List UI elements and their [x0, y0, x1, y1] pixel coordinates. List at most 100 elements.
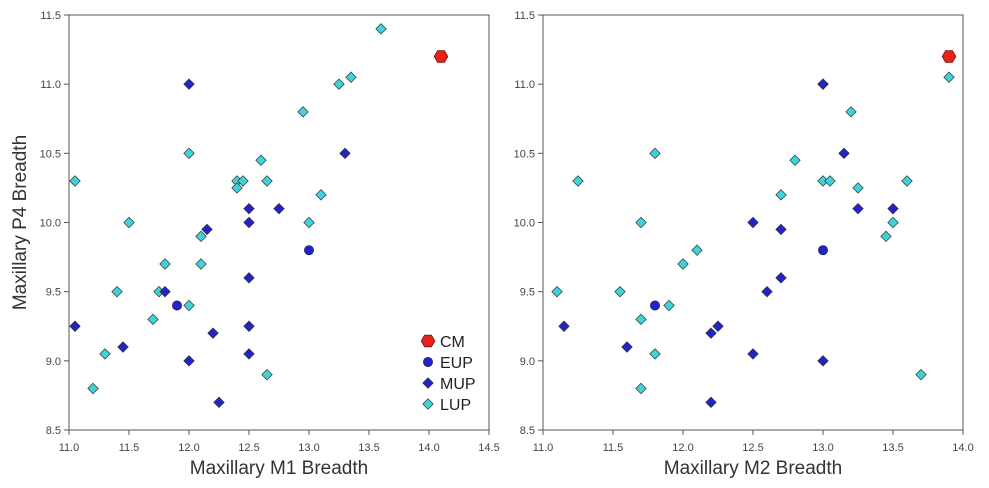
x-axis-title: Maxillary M1 Breadth — [190, 458, 368, 479]
legend-marker-lup — [422, 398, 434, 410]
data-point-eup — [818, 245, 828, 256]
data-point-lup — [635, 216, 647, 229]
data-point-mup — [243, 202, 255, 215]
data-point-lup — [183, 299, 195, 312]
y-tick-label: 11.5 — [40, 10, 61, 22]
data-point-lup — [852, 182, 864, 194]
data-point-lup — [111, 285, 123, 298]
x-tick-label: 13.5 — [882, 442, 903, 454]
series-eup — [650, 245, 828, 311]
data-point-mup — [183, 355, 195, 367]
data-point-mup — [761, 285, 773, 298]
data-point-lup — [880, 230, 892, 243]
y-tick-label: 10.5 — [40, 148, 61, 160]
y-tick-label: 9.0 — [520, 356, 535, 368]
y-tick-label: 11.5 — [514, 10, 535, 22]
data-point-lup — [887, 216, 899, 229]
data-point-mup — [817, 355, 829, 367]
data-point-mup — [159, 285, 171, 298]
x-tick-label: 14.0 — [418, 442, 439, 454]
data-point-mup — [243, 348, 255, 360]
data-point-mup — [838, 147, 850, 160]
data-point-mup — [558, 320, 570, 332]
legend-label-mup: MUP — [440, 376, 476, 393]
legend-label-eup: EUP — [440, 355, 473, 372]
x-tick-label: 13.0 — [812, 442, 833, 454]
data-point-lup — [231, 182, 243, 194]
chart-panel-m2: 11.0 11.5 12.0 12.5 13.0 13.5 14.0 8.5 9.0 9.5 10.… — [514, 10, 974, 479]
y-tick-label: 9.0 — [46, 356, 61, 368]
data-point-lup — [824, 175, 836, 187]
data-point-lup — [943, 71, 955, 83]
legend-marker-cm — [420, 334, 436, 348]
data-point-lup — [845, 106, 857, 118]
legend-marker-eup — [423, 357, 433, 367]
data-point-lup — [297, 106, 309, 118]
y-tick-label: 11.0 — [514, 79, 535, 91]
data-point-lup — [345, 71, 357, 83]
data-point-lup — [147, 313, 159, 326]
data-point-mup — [747, 348, 759, 360]
data-point-lup — [614, 285, 626, 298]
y-axis-title: Maxillary P4 Breadth — [10, 135, 31, 310]
data-point-mup — [747, 216, 759, 229]
data-point-lup — [635, 313, 647, 326]
data-point-cm — [433, 50, 449, 63]
y-tick-label: 9.5 — [46, 287, 61, 299]
data-point-mup — [69, 320, 81, 332]
data-point-mup — [621, 341, 633, 353]
data-point-lup — [691, 244, 703, 256]
data-point-cm — [941, 50, 957, 63]
data-point-mup — [705, 396, 717, 409]
legend-marker-mup — [422, 377, 434, 389]
series-eup — [172, 245, 314, 311]
y-tick-label: 9.5 — [520, 287, 535, 299]
legend-label-cm: CM — [440, 334, 465, 351]
legend-label-lup: LUP — [440, 397, 471, 414]
y-tick-label: 11.0 — [40, 79, 61, 91]
data-point-lup — [649, 147, 661, 160]
data-point-lup — [663, 299, 675, 312]
data-point-mup — [207, 327, 219, 339]
y-tick-label: 10.0 — [514, 218, 535, 230]
data-point-lup — [303, 216, 315, 229]
data-point-lup — [69, 175, 81, 187]
data-point-lup — [789, 154, 801, 166]
data-point-mup — [887, 202, 899, 215]
x-tick-label: 13.5 — [358, 442, 379, 454]
y-tick-label: 8.5 — [46, 425, 61, 437]
data-point-mup — [712, 320, 724, 332]
x-tick-label: 11.5 — [603, 442, 624, 454]
data-point-eup — [304, 245, 314, 256]
y-tick-label: 8.5 — [520, 425, 535, 437]
data-point-lup — [261, 175, 273, 187]
data-point-eup — [172, 300, 182, 311]
legend: CM EUP MUP LUP — [420, 334, 476, 414]
x-tick-label: 14.5 — [478, 442, 499, 454]
data-point-lup — [333, 78, 345, 90]
data-point-lup — [99, 348, 111, 360]
data-point-lup — [915, 368, 927, 381]
x-axis-title: Maxillary M2 Breadth — [664, 458, 842, 479]
data-point-eup — [650, 300, 660, 311]
data-point-lup — [255, 154, 267, 166]
data-point-lup — [635, 382, 647, 395]
data-point-lup — [195, 258, 207, 270]
y-tick-label: 10.5 — [514, 148, 535, 160]
x-tick-label: 12.5 — [238, 442, 259, 454]
data-point-lup — [649, 348, 661, 360]
data-point-lup — [572, 175, 584, 187]
data-point-lup — [775, 189, 787, 201]
data-point-lup — [315, 189, 327, 201]
data-point-mup — [775, 272, 787, 284]
x-tick-label: 14.0 — [952, 442, 973, 454]
x-tick-label: 12.0 — [178, 442, 199, 454]
data-point-lup — [195, 230, 207, 243]
data-point-lup — [87, 382, 99, 395]
series-cm — [941, 50, 957, 63]
data-point-lup — [261, 368, 273, 381]
data-point-mup — [243, 272, 255, 284]
data-point-lup — [375, 23, 387, 35]
